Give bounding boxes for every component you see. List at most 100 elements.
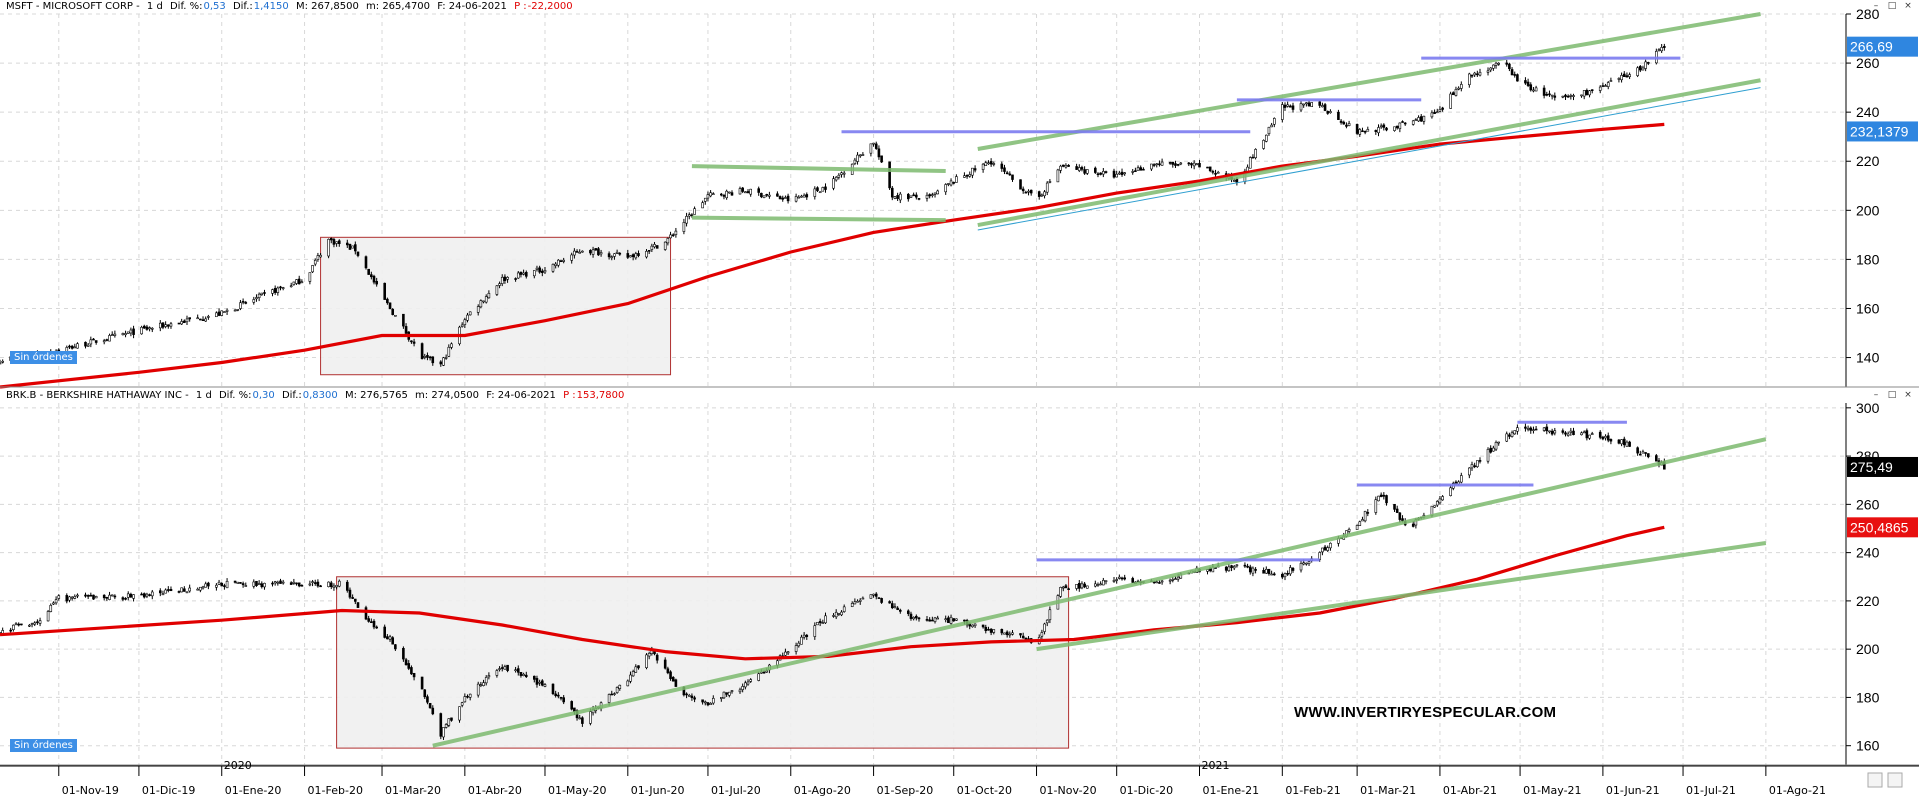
price-body — [1620, 439, 1623, 445]
price-body — [589, 711, 592, 724]
price-body — [386, 636, 389, 640]
price-body — [637, 665, 640, 669]
price-body — [225, 580, 229, 589]
price-body — [1008, 633, 1012, 636]
price-body — [915, 194, 918, 198]
price-body — [316, 255, 320, 260]
price-body — [1433, 111, 1436, 114]
price-body — [1366, 129, 1370, 132]
price-body — [647, 250, 651, 252]
price-body — [1283, 104, 1287, 108]
price-body — [1000, 629, 1004, 634]
price-body — [1224, 566, 1228, 571]
price-body — [1548, 430, 1551, 433]
price-body — [1168, 162, 1172, 164]
price-body — [514, 669, 517, 672]
price-body — [818, 621, 822, 623]
maximize-icon[interactable]: □ — [1887, 1, 1897, 11]
price-body — [1187, 162, 1191, 165]
price-body — [271, 582, 274, 585]
y-tick-label: 200 — [1856, 202, 1880, 218]
price-body — [1638, 66, 1642, 71]
price-body — [1232, 566, 1236, 569]
maximize-icon[interactable]: □ — [1887, 390, 1897, 400]
price-body — [949, 616, 953, 624]
scroll-right-icon[interactable] — [1887, 772, 1903, 788]
msft-dif-value: 1,4150 — [253, 1, 289, 12]
price-body — [1099, 172, 1102, 175]
close-icon[interactable]: × — [1904, 1, 1912, 11]
price-body — [297, 278, 301, 285]
price-body — [1310, 102, 1314, 107]
price-body — [1476, 73, 1479, 76]
price-body — [744, 191, 747, 194]
price-body — [981, 163, 985, 170]
price-body — [1291, 105, 1295, 110]
price-body — [802, 194, 806, 198]
price-body — [955, 176, 958, 183]
price-body — [1363, 511, 1367, 522]
price-body — [933, 617, 937, 622]
price-body — [1171, 161, 1175, 165]
price-body — [1232, 180, 1236, 182]
scroll-left-icon[interactable] — [1867, 772, 1883, 788]
price-body — [687, 695, 691, 697]
price-body — [1457, 87, 1460, 90]
price-body — [744, 682, 747, 688]
price-body — [420, 343, 424, 359]
price-body — [158, 590, 162, 594]
price-body — [1449, 487, 1452, 496]
price-body — [223, 311, 226, 313]
minimize-icon[interactable]: – — [1873, 1, 1879, 11]
price-body — [233, 580, 237, 583]
price-body — [1617, 78, 1621, 80]
x-tick-label: 01-Ago-21 — [1769, 784, 1826, 797]
price-body — [241, 583, 245, 586]
brk-max: M: 276,5765 — [344, 390, 408, 401]
price-body — [952, 182, 956, 184]
price-body — [148, 327, 151, 330]
price-body — [650, 245, 654, 250]
price-body — [610, 693, 614, 696]
price-body — [1628, 74, 1631, 77]
price-body — [52, 602, 55, 605]
price-body — [1355, 525, 1359, 530]
price-body — [1657, 49, 1661, 51]
price-body — [1000, 163, 1004, 169]
price-body — [543, 684, 547, 687]
price-body — [818, 191, 822, 194]
price-body — [1524, 426, 1527, 429]
price-body — [132, 594, 135, 599]
price-body — [1625, 441, 1629, 447]
price-body — [1027, 190, 1030, 193]
price-body — [204, 318, 208, 322]
price-body — [1598, 86, 1602, 91]
price-body — [1251, 156, 1255, 159]
price-body — [872, 142, 875, 145]
price-body — [720, 193, 723, 196]
price-body — [890, 187, 894, 198]
price-body — [1660, 47, 1663, 52]
price-body — [645, 251, 648, 258]
price-body — [1644, 452, 1647, 454]
price-body — [1582, 431, 1586, 434]
price-body — [1005, 631, 1009, 636]
price-tag-label: 266,69 — [1850, 39, 1893, 55]
minimize-icon[interactable]: – — [1873, 390, 1879, 400]
price-body — [746, 681, 750, 685]
price-body — [965, 175, 969, 177]
price-body — [861, 597, 865, 600]
x-tick-label: 01-Nov-19 — [62, 784, 119, 797]
price-body — [1486, 448, 1490, 462]
msft-orders-badge[interactable]: Sin órdenes — [10, 351, 77, 364]
price-body — [292, 581, 296, 584]
price-body — [1411, 120, 1415, 125]
brk-orders-badge[interactable]: Sin órdenes — [10, 739, 77, 752]
price-body — [874, 143, 878, 149]
price-body — [233, 309, 237, 312]
price-body — [423, 689, 427, 698]
close-icon[interactable]: × — [1904, 390, 1912, 400]
price-body — [89, 594, 93, 597]
price-body — [49, 604, 53, 612]
price-body — [973, 168, 977, 171]
